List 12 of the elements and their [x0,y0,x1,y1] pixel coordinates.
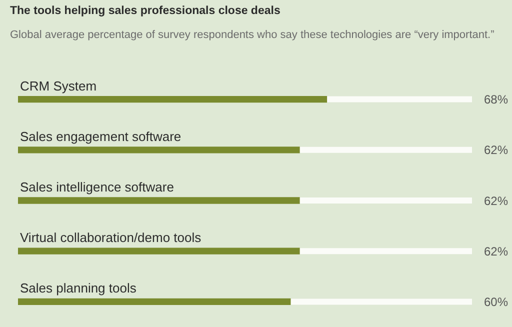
y-tick-label: CRM System [20,78,97,94]
data-label: 60% [484,295,508,310]
y-tick-label: Sales intelligence software [20,180,174,194]
chart-subtitle: Global average percentage of survey respondents who say these technologies are “very important.” [10,29,494,41]
data-label: 62% [484,194,508,208]
data-label: 62% [484,143,508,158]
data-label: 62% [484,244,508,258]
y-tick-label: Virtual collaboration/demo tools [20,230,202,246]
data-label: 68% [484,92,508,107]
y-tick-label: Sales engagement software [20,128,182,144]
y-tick-label: Sales planning tools [20,280,137,296]
chart-title: The tools helping sales professionals close deals [10,5,280,17]
